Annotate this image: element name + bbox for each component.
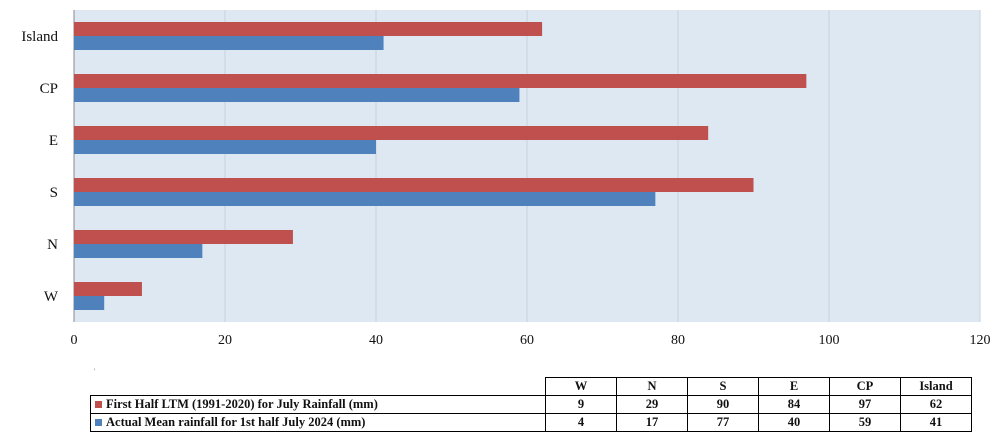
bar-ltm [74, 282, 142, 296]
category-label: N [47, 237, 58, 253]
x-tick-label: 100 [819, 333, 840, 348]
table-row: Actual Mean rainfall for 1st half July 2… [90, 413, 972, 432]
x-tick-label: 80 [671, 333, 685, 348]
bar-actual [74, 244, 203, 258]
bar-actual [74, 296, 105, 310]
series-label: First Half LTM (1991-2020) for July Rain… [106, 397, 378, 411]
bar-ltm [74, 126, 709, 140]
table-corner [91, 378, 546, 396]
category-label: E [49, 133, 58, 149]
legend-entry-ltm: First Half LTM (1991-2020) for July Rain… [90, 395, 546, 414]
table-col-header: S [687, 377, 759, 396]
table-cell: 41 [900, 413, 972, 432]
x-tick-label: 40 [369, 333, 383, 348]
bar-ltm [74, 22, 543, 36]
table-cell: 90 [687, 395, 759, 414]
table-cell: 40 [758, 413, 830, 432]
bar-ltm [74, 178, 754, 192]
table-col-header: E [758, 377, 830, 396]
x-tick-label: 0 [71, 333, 78, 348]
data-table: W N S E CP Island First Half LTM (1991-2… [90, 377, 972, 432]
category-label: W [44, 289, 59, 305]
bar-actual [74, 140, 376, 154]
category-label: CP [40, 81, 58, 97]
table-col-header: Island [900, 377, 972, 396]
bar-ltm [74, 74, 807, 88]
legend-entry-actual: Actual Mean rainfall for 1st half July 2… [90, 413, 546, 432]
table-cell: 9 [545, 395, 617, 414]
table-cell: 62 [900, 395, 972, 414]
x-tick-label: 60 [520, 333, 534, 348]
table-col-header: W [545, 377, 617, 396]
series-label: Actual Mean rainfall for 1st half July 2… [106, 415, 366, 429]
bar-actual [74, 192, 656, 206]
x-tick-label: 120 [970, 333, 991, 348]
table-header-row: W N S E CP Island [91, 377, 972, 396]
table-cell: 4 [545, 413, 617, 432]
x-tick-label: 20 [218, 333, 232, 348]
table-cell: 84 [758, 395, 830, 414]
bar-ltm [74, 230, 293, 244]
table-cell: 17 [616, 413, 688, 432]
bar-actual [74, 36, 384, 50]
legend-swatch-actual [95, 418, 102, 426]
table-col-header: CP [829, 377, 901, 396]
category-label: Island [21, 29, 58, 45]
category-label: S [50, 185, 58, 201]
bar-actual [74, 88, 520, 102]
table-row: First Half LTM (1991-2020) for July Rain… [90, 395, 972, 414]
table-cell: 59 [829, 413, 901, 432]
table-cell: 77 [687, 413, 759, 432]
table-cell: 29 [616, 395, 688, 414]
legend-swatch-ltm [95, 400, 102, 408]
table-col-header: N [616, 377, 688, 396]
table-cell: 97 [829, 395, 901, 414]
stray-mark: ' [94, 367, 96, 376]
